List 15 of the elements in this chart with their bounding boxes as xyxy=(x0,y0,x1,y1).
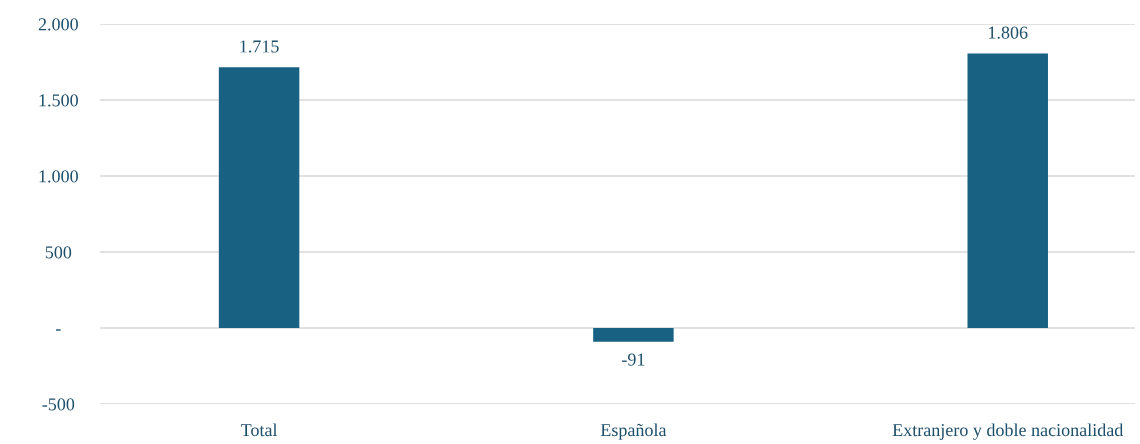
bar xyxy=(967,53,1048,328)
data-label: 1.715 xyxy=(240,40,279,53)
x-tick-label: Total xyxy=(240,423,278,437)
y-tick-label: -500 xyxy=(42,398,75,411)
bar xyxy=(593,328,674,342)
y-tick-label: 2.000 xyxy=(38,18,78,31)
y-tick-label: 1.500 xyxy=(39,94,78,107)
x-tick-label: Española xyxy=(600,423,667,440)
x-tick-label: Extranjero y doble nacionalidad xyxy=(892,423,1124,440)
data-label: 1.806 xyxy=(989,26,1028,39)
bar xyxy=(218,67,300,328)
y-tick-label: 500 xyxy=(45,246,72,259)
y-tick-label: - xyxy=(56,329,61,331)
data-label: -91 xyxy=(622,353,645,366)
y-tick-label: 1.000 xyxy=(39,170,78,183)
